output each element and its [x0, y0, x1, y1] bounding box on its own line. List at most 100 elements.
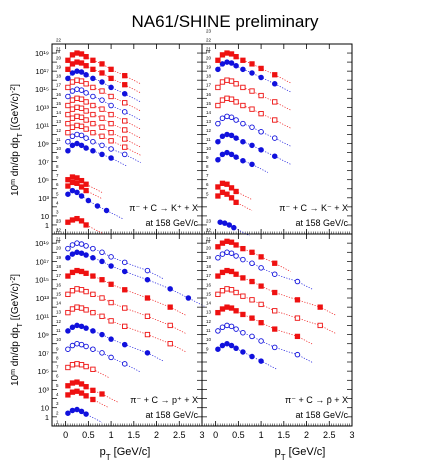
m-label: 2 — [56, 410, 59, 415]
data-point — [99, 313, 105, 319]
data-point — [249, 249, 255, 255]
m-label: 10 — [56, 146, 62, 151]
y-tick-label: 10⁹ — [37, 331, 49, 340]
data-point — [69, 389, 76, 395]
data-point — [74, 50, 80, 56]
fit-line — [67, 88, 141, 121]
fit-line — [67, 106, 141, 139]
data-point — [185, 295, 192, 301]
data-point — [78, 250, 85, 256]
data-point — [83, 145, 89, 151]
m-label: 21 — [56, 47, 62, 52]
m-label: 20 — [56, 246, 62, 251]
fit-line — [67, 79, 141, 112]
m-label: 22 — [206, 227, 212, 232]
data-point — [224, 267, 230, 274]
fit-line — [67, 288, 187, 334]
data-point — [99, 295, 105, 301]
data-point — [78, 78, 85, 84]
data-point — [272, 72, 278, 78]
data-point — [83, 135, 89, 141]
x-tick-label: 2.5 — [173, 430, 186, 440]
data-point — [65, 309, 71, 316]
data-point — [219, 251, 226, 257]
data-point — [65, 93, 71, 100]
data-point — [233, 289, 239, 296]
m-label: 3 — [56, 209, 59, 214]
data-point — [108, 336, 114, 342]
data-point — [83, 384, 89, 390]
data-point — [99, 331, 105, 338]
data-point — [233, 188, 239, 195]
data-point — [94, 203, 101, 209]
m-label: 18 — [56, 264, 62, 269]
data-point — [78, 114, 85, 120]
data-point — [99, 115, 105, 121]
m-label: 4 — [56, 200, 59, 205]
data-point — [78, 323, 85, 330]
data-point — [228, 78, 235, 84]
data-point — [65, 102, 71, 109]
data-point — [122, 144, 128, 150]
x-tick-label: 0 — [63, 430, 68, 440]
m-label: 15 — [56, 291, 62, 296]
data-point — [83, 126, 89, 132]
data-point — [69, 179, 76, 186]
data-point — [294, 297, 301, 303]
data-point — [74, 59, 80, 65]
data-point — [99, 142, 105, 149]
data-point — [258, 74, 264, 81]
data-point — [78, 390, 85, 396]
data-point — [215, 120, 221, 127]
data-point — [233, 242, 239, 248]
data-point — [74, 77, 80, 83]
data-point — [83, 411, 89, 417]
data-point — [74, 95, 80, 101]
data-point — [69, 288, 76, 294]
data-point — [317, 304, 323, 310]
data-point — [99, 106, 105, 112]
m-label: 6 — [206, 182, 209, 187]
m-label: 15 — [206, 101, 212, 106]
data-point — [219, 324, 226, 331]
data-point — [69, 380, 76, 386]
data-point — [65, 392, 71, 398]
data-point — [215, 346, 221, 352]
m-label: 13 — [56, 310, 62, 315]
data-point — [74, 340, 80, 347]
x-tick-label: 0 — [213, 430, 218, 440]
m-label: 23 — [206, 218, 212, 223]
data-point — [219, 79, 226, 85]
data-point — [90, 396, 96, 403]
data-point — [121, 268, 128, 275]
data-point — [249, 70, 255, 76]
y-tick-label: 10¹³ — [36, 294, 50, 303]
data-point — [69, 61, 76, 67]
m-label: 11 — [56, 137, 61, 142]
data-point — [249, 297, 255, 303]
data-point — [219, 306, 226, 312]
data-point — [258, 65, 264, 72]
x-axis-label-right: pT [GeV/c] — [275, 446, 326, 462]
data-point — [90, 346, 96, 352]
m-label: 10 — [56, 337, 62, 342]
y-tick-label: 10 — [41, 404, 49, 413]
y-tick-label: 1 — [45, 413, 49, 422]
m-label: 8 — [56, 355, 59, 360]
m-label: 1 — [206, 227, 209, 232]
data-point — [69, 187, 76, 194]
m-label: 9 — [56, 346, 59, 351]
data-point — [65, 328, 71, 334]
data-point — [228, 239, 235, 245]
m-label: 18 — [206, 74, 212, 79]
data-point — [65, 111, 71, 118]
data-point — [78, 96, 85, 102]
data-point — [83, 393, 89, 399]
data-point — [224, 191, 230, 197]
y-tick-label: 10¹¹ — [36, 312, 50, 321]
data-point — [249, 124, 255, 130]
data-point — [83, 72, 89, 78]
data-point — [83, 343, 89, 350]
data-point — [233, 271, 239, 277]
